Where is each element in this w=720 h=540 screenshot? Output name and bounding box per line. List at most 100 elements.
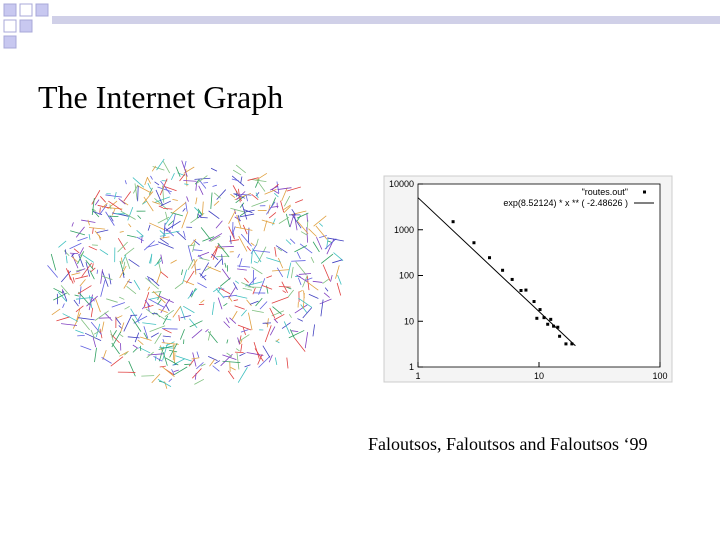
network-edge — [238, 235, 248, 252]
network-edge — [294, 338, 306, 352]
network-edge — [94, 230, 102, 239]
network-edge — [236, 352, 240, 370]
network-edge — [243, 209, 253, 214]
network-edge — [233, 193, 252, 196]
network-edge — [151, 165, 157, 172]
network-edge — [151, 312, 158, 315]
network-edge — [120, 210, 136, 220]
data-point — [542, 316, 546, 320]
network-edge — [290, 266, 294, 279]
network-edge — [179, 329, 185, 340]
network-edge — [176, 230, 187, 241]
network-edge — [255, 192, 259, 199]
network-edge — [73, 248, 80, 254]
network-edge — [236, 191, 246, 200]
network-edge — [181, 211, 189, 229]
network-edge — [173, 366, 188, 376]
network-edge — [273, 318, 279, 324]
network-edge — [281, 281, 288, 294]
network-edge — [170, 259, 177, 264]
network-edge — [62, 290, 68, 302]
network-edge — [202, 236, 215, 242]
network-edge — [240, 176, 243, 184]
network-edge — [94, 347, 97, 363]
network-edge — [123, 261, 126, 269]
network-edge — [132, 348, 138, 353]
network-edge — [137, 185, 139, 202]
network-edge — [121, 200, 129, 206]
network-edge — [214, 360, 221, 365]
network-edge — [266, 285, 269, 294]
network-edge — [228, 295, 233, 302]
network-edge — [144, 299, 151, 307]
network-edge — [139, 235, 144, 238]
network-edge — [274, 247, 277, 257]
network-edge — [101, 275, 113, 281]
network-edge — [70, 230, 86, 236]
network-edge — [162, 335, 171, 338]
network-edge — [154, 181, 160, 186]
network-edge — [162, 338, 165, 344]
network-edge — [310, 256, 315, 263]
network-edge — [125, 256, 131, 269]
network-edge — [100, 280, 106, 297]
network-edge — [289, 214, 295, 228]
network-edge — [251, 179, 267, 183]
network-edge — [181, 160, 188, 177]
network-edge — [320, 299, 324, 317]
network-edge — [162, 366, 175, 378]
network-edge — [173, 369, 179, 373]
network-edge — [251, 199, 269, 207]
network-edge — [305, 277, 313, 281]
network-edge — [78, 317, 95, 321]
network-edge — [143, 332, 148, 339]
network-edge — [153, 311, 166, 320]
network-edge — [99, 249, 109, 256]
network-edge — [109, 215, 114, 222]
network-edge — [296, 251, 301, 260]
x-tick-label: 10 — [534, 371, 544, 381]
network-edge — [136, 185, 152, 194]
network-edge — [171, 369, 175, 376]
network-edge — [248, 312, 253, 331]
network-edge — [101, 321, 105, 332]
network-edge — [119, 265, 127, 279]
network-edge — [84, 332, 102, 342]
network-edge — [278, 286, 291, 288]
network-edge — [119, 296, 125, 300]
network-edge — [241, 203, 248, 220]
network-edge — [151, 373, 161, 384]
network-edge — [144, 304, 154, 309]
network-edge — [296, 215, 302, 222]
network-edge — [144, 176, 148, 186]
network-edge — [160, 254, 164, 264]
network-edge — [60, 285, 70, 296]
network-edge — [111, 208, 116, 216]
network-edge — [237, 367, 248, 383]
network-edge — [174, 282, 184, 290]
network-edge — [229, 235, 232, 245]
network-edge — [90, 329, 96, 339]
network-edge — [268, 212, 277, 219]
network-edge — [123, 315, 132, 332]
network-edge — [197, 213, 202, 218]
network-edge — [171, 202, 187, 214]
network-edge — [255, 238, 259, 246]
network-edge — [71, 253, 75, 257]
network-edge — [165, 212, 174, 225]
network-edge — [145, 277, 159, 290]
network-edge — [92, 337, 97, 348]
network-edge — [210, 243, 220, 259]
network-edge — [146, 351, 154, 359]
network-edge — [288, 330, 305, 339]
network-edge — [230, 193, 236, 198]
network-edge — [223, 321, 231, 329]
network-edge — [196, 175, 208, 184]
network-edge — [316, 236, 323, 250]
network-edge — [319, 222, 324, 227]
network-edge — [143, 326, 149, 339]
network-edge — [100, 196, 107, 203]
network-edge — [230, 366, 236, 371]
network-edge — [110, 356, 124, 367]
network-edge — [312, 324, 316, 337]
